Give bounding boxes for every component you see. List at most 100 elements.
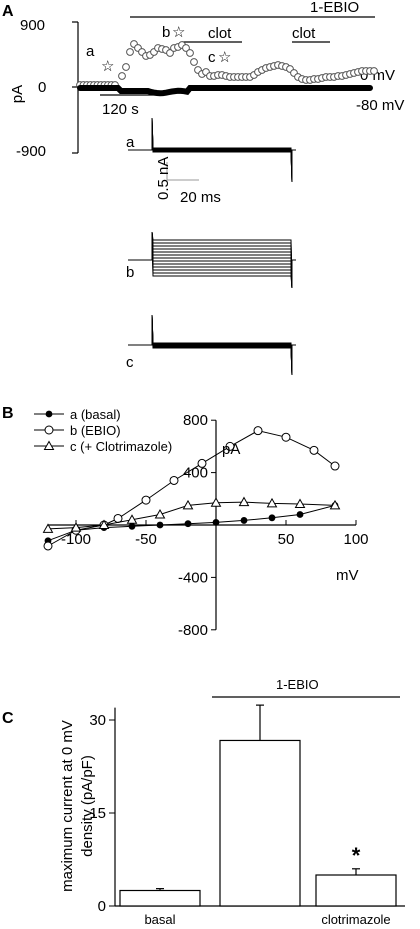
panel-c-y-tick-label: 30 bbox=[89, 712, 106, 729]
panel-b-x-tick-label: -100 bbox=[61, 531, 91, 548]
panel-b-y-unit: pA bbox=[222, 441, 240, 458]
panel-a-current-traces bbox=[128, 117, 296, 376]
panel-a-trace-b-label: b bbox=[126, 264, 134, 281]
data-point bbox=[329, 499, 341, 510]
legend-marker bbox=[44, 425, 54, 435]
panel-c-letter: C bbox=[2, 710, 14, 727]
panel-a-letter: A bbox=[2, 3, 14, 20]
legend-label: a (basal) bbox=[70, 407, 121, 422]
data-point bbox=[182, 499, 194, 510]
data-point bbox=[154, 509, 166, 519]
data-point bbox=[126, 514, 138, 524]
panel-b-x-tick-label: 100 bbox=[343, 531, 368, 548]
timecourse-0mv-point bbox=[186, 49, 194, 57]
data-point bbox=[294, 498, 306, 509]
panel-a-marker-c: c bbox=[208, 49, 216, 66]
data-point bbox=[238, 496, 250, 507]
bar-category-label: clotrimazole bbox=[321, 912, 390, 927]
panel-a-timecourse bbox=[76, 40, 378, 97]
data-point bbox=[281, 432, 291, 442]
bar bbox=[119, 889, 201, 907]
panel-c-ylabel-line2: density (pA/pF) bbox=[79, 755, 96, 857]
data-point bbox=[197, 458, 207, 468]
legend-marker bbox=[45, 410, 53, 418]
panel-a: A pA 900 0 -900 1-EBIO clot clot 120 s 0… bbox=[2, 0, 404, 376]
data-point bbox=[113, 513, 123, 523]
panel-a-clot-label-1: clot bbox=[208, 25, 232, 42]
timecourse-0mv-point bbox=[126, 48, 134, 56]
panel-b-letter: B bbox=[2, 405, 14, 422]
panel-c-ylabel-line1: maximum current at 0 mV bbox=[59, 720, 76, 892]
data-point bbox=[210, 497, 222, 507]
trace-a-sweep bbox=[128, 117, 296, 183]
panel-c-bar-plot: 0 15 30 basal clotrimazole * bbox=[89, 704, 405, 927]
panel-a-trace-a-label: a bbox=[126, 134, 135, 151]
timecourse-minus80mv-line bbox=[77, 85, 373, 97]
timecourse-0mv-point bbox=[190, 58, 198, 66]
panel-a-time-scale-label: 120 s bbox=[102, 101, 139, 118]
timecourse-0mv-point bbox=[118, 72, 126, 80]
timecourse-0mv-point bbox=[182, 44, 190, 52]
panel-a-scale-time-label: 20 ms bbox=[180, 189, 221, 206]
significance-marker: * bbox=[352, 843, 361, 868]
panel-b-x-tick-label: -50 bbox=[135, 531, 157, 548]
data-point bbox=[141, 495, 151, 505]
timecourse-0mv-point bbox=[122, 63, 130, 71]
panel-a-marker-b: b bbox=[162, 24, 170, 41]
panel-a-clot-label-2: clot bbox=[292, 25, 316, 42]
data-point bbox=[309, 445, 319, 455]
data-point bbox=[330, 461, 340, 471]
panel-a-scale-current-label: 0.5 nA bbox=[155, 157, 172, 200]
bar bbox=[219, 739, 301, 907]
data-point bbox=[70, 522, 82, 532]
data-point bbox=[98, 519, 110, 529]
data-point bbox=[240, 517, 248, 524]
panel-c-ebio-label: 1-EBIO bbox=[276, 677, 319, 692]
data-point bbox=[212, 518, 220, 526]
panel-b-y-tick-label: -800 bbox=[178, 622, 208, 639]
data-point bbox=[42, 523, 54, 533]
panel-a-ytick-900: 900 bbox=[20, 17, 45, 34]
bar bbox=[315, 874, 397, 907]
star-icon: ☆ bbox=[218, 49, 231, 66]
panel-a-ebio-label: 1-EBIO bbox=[310, 0, 359, 16]
panel-b-iv-plot: -100 -50 50 100 800 400 -400 -800 bbox=[42, 412, 369, 639]
bar-category-label: basal bbox=[144, 912, 175, 927]
data-point bbox=[266, 497, 278, 508]
data-point bbox=[253, 426, 263, 436]
panel-c-y-tick-label: 15 bbox=[89, 805, 106, 822]
panel-b: B -100 -50 50 100 800 400 -400 -800 pA mV a (ba… bbox=[2, 405, 369, 639]
data-point bbox=[128, 522, 136, 530]
panel-a-y-unit: pA bbox=[9, 85, 26, 103]
trace-b-sweep bbox=[128, 231, 296, 289]
panel-b-y-tick-label: -400 bbox=[178, 569, 208, 586]
panel-b-y-tick-label: 800 bbox=[183, 412, 208, 429]
data-point bbox=[156, 521, 164, 529]
timecourse-0mv-point bbox=[166, 49, 174, 57]
data-point bbox=[268, 514, 276, 522]
panel-b-x-unit: mV bbox=[336, 567, 359, 584]
data-point bbox=[296, 511, 304, 518]
star-icon: ☆ bbox=[172, 24, 185, 41]
panel-c: C 1-EBIO maximum current at 0 mV density… bbox=[2, 677, 405, 927]
trace-c-sweep bbox=[128, 314, 296, 376]
panel-a-ytick-minus-900: -900 bbox=[16, 143, 46, 160]
legend-label: c (+ Clotrimazole) bbox=[70, 439, 172, 454]
panel-b-legend: a (basal)b (EBIO)c (+ Clotrimazole) bbox=[34, 407, 172, 454]
data-point bbox=[43, 541, 53, 551]
panel-a-marker-a: a bbox=[86, 43, 95, 60]
panel-a-ytick-0: 0 bbox=[38, 79, 46, 96]
panel-c-y-tick-label: 0 bbox=[98, 898, 106, 915]
legend-marker bbox=[43, 440, 55, 450]
panel-a-trace-c-label: c bbox=[126, 354, 134, 371]
data-point bbox=[225, 441, 235, 451]
data-point bbox=[169, 475, 179, 485]
panel-b-x-tick-label: 50 bbox=[278, 531, 295, 548]
panel-b-y-tick-label: 400 bbox=[183, 465, 208, 482]
legend-label: b (EBIO) bbox=[70, 423, 121, 438]
panel-a-minus80mv-label: -80 mV bbox=[356, 97, 404, 114]
star-icon: ☆ bbox=[101, 58, 114, 75]
timecourse-0mv-point bbox=[370, 67, 378, 75]
data-point bbox=[184, 520, 192, 528]
